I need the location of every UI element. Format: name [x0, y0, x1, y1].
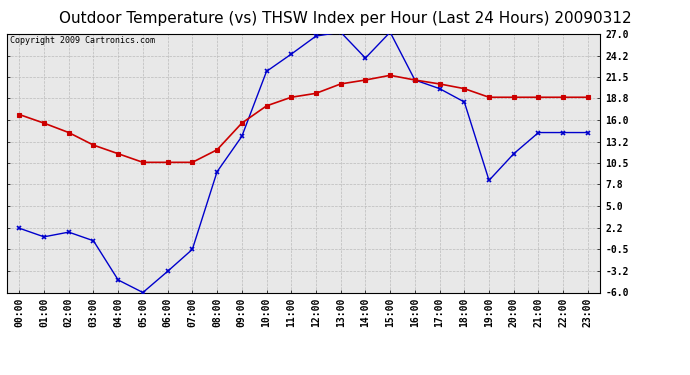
- Text: Outdoor Temperature (vs) THSW Index per Hour (Last 24 Hours) 20090312: Outdoor Temperature (vs) THSW Index per …: [59, 11, 631, 26]
- Text: Copyright 2009 Cartronics.com: Copyright 2009 Cartronics.com: [10, 36, 155, 45]
